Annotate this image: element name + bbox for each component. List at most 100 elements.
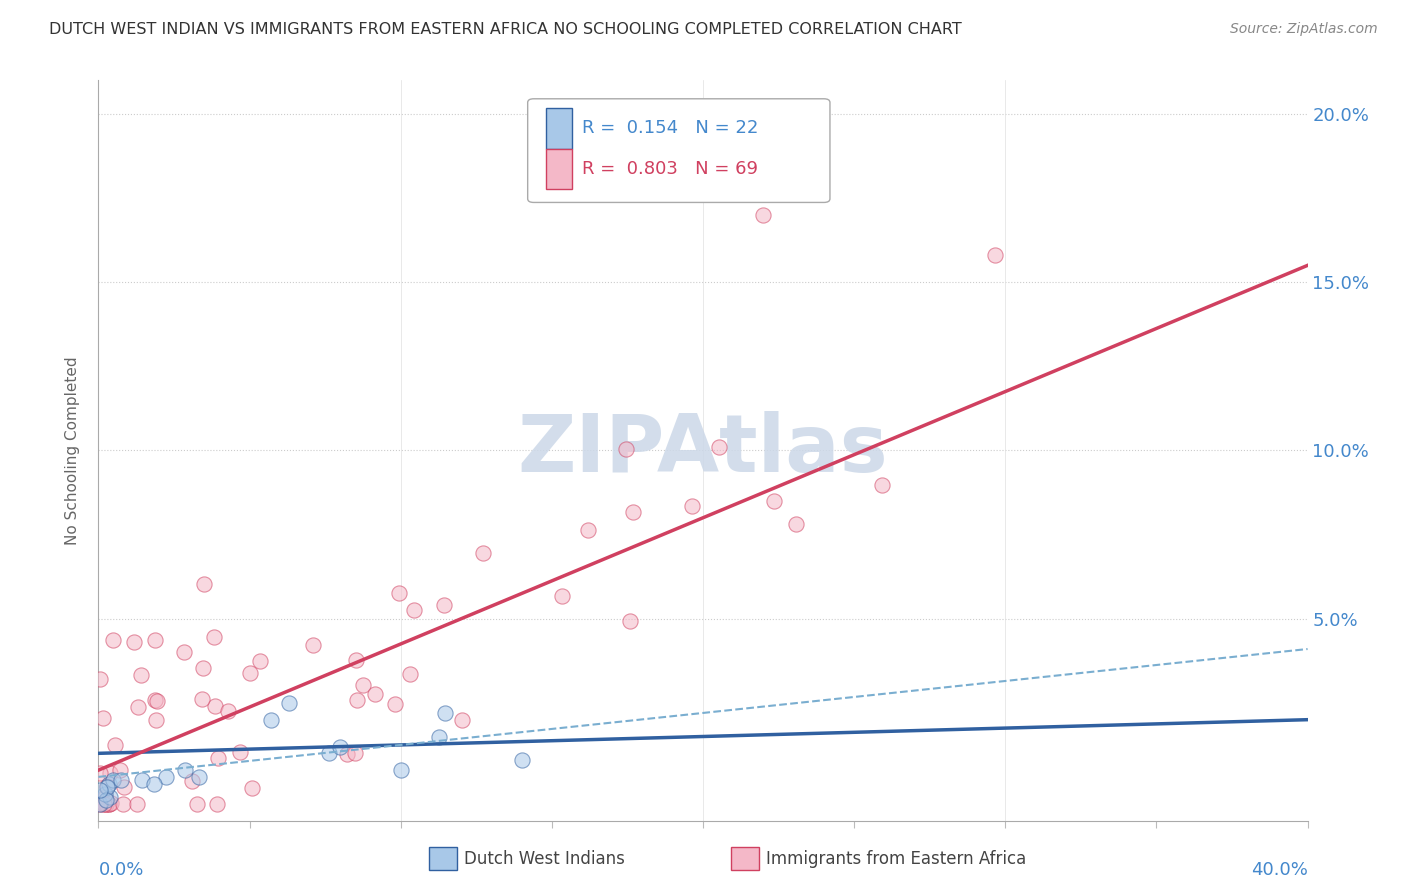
- Text: 0.0%: 0.0%: [98, 861, 143, 879]
- Point: [433, 706, 456, 720]
- Point: [240, 780, 263, 795]
- Point: [173, 645, 195, 659]
- Point: [352, 678, 374, 692]
- Point: [108, 763, 131, 777]
- Point: [98, 765, 121, 780]
- Text: Source: ZipAtlas.com: Source: ZipAtlas.com: [1230, 22, 1378, 37]
- Point: [94, 797, 117, 811]
- Point: [97, 797, 120, 811]
- Point: [112, 780, 135, 795]
- Text: 40.0%: 40.0%: [1251, 861, 1308, 879]
- Point: [681, 499, 703, 513]
- Point: [983, 248, 1005, 262]
- FancyBboxPatch shape: [546, 149, 572, 189]
- Point: [96, 779, 118, 793]
- Point: [127, 699, 149, 714]
- Point: [89, 672, 111, 686]
- Point: [363, 687, 385, 701]
- Point: [389, 763, 412, 777]
- Y-axis label: No Schooling Completed: No Schooling Completed: [65, 356, 80, 545]
- Point: [93, 797, 115, 811]
- Point: [707, 440, 730, 454]
- Point: [103, 773, 125, 788]
- Point: [785, 517, 807, 532]
- Point: [384, 697, 406, 711]
- Point: [155, 770, 177, 784]
- Point: [110, 773, 132, 788]
- Point: [260, 713, 283, 727]
- Point: [98, 790, 121, 805]
- Point: [472, 546, 495, 560]
- Point: [94, 797, 117, 811]
- Point: [621, 504, 644, 518]
- Point: [122, 635, 145, 649]
- Point: [91, 797, 114, 811]
- Point: [752, 208, 775, 222]
- Point: [229, 745, 252, 759]
- FancyBboxPatch shape: [527, 99, 830, 202]
- Point: [249, 654, 271, 668]
- Point: [103, 633, 125, 648]
- Point: [143, 693, 166, 707]
- Point: [89, 797, 111, 811]
- FancyBboxPatch shape: [546, 108, 572, 149]
- Point: [100, 796, 122, 810]
- Point: [202, 630, 225, 644]
- Point: [98, 776, 121, 791]
- Point: [318, 747, 340, 761]
- Point: [388, 586, 411, 600]
- Point: [94, 789, 117, 804]
- Point: [614, 442, 637, 457]
- Point: [131, 773, 153, 788]
- Point: [205, 797, 228, 811]
- Point: [550, 590, 572, 604]
- Point: [329, 739, 352, 754]
- Point: [278, 696, 301, 710]
- Text: ZIPAtlas: ZIPAtlas: [517, 411, 889, 490]
- Point: [870, 478, 893, 492]
- Point: [346, 693, 368, 707]
- Point: [129, 668, 152, 682]
- Point: [91, 711, 114, 725]
- Point: [89, 783, 111, 797]
- Text: Dutch West Indians: Dutch West Indians: [464, 850, 624, 868]
- Text: R =  0.154   N = 22: R = 0.154 N = 22: [582, 120, 758, 137]
- Point: [104, 738, 127, 752]
- Point: [112, 797, 135, 811]
- Point: [336, 747, 359, 761]
- Point: [174, 763, 197, 777]
- Point: [186, 797, 208, 811]
- Point: [433, 599, 456, 613]
- Point: [190, 692, 212, 706]
- Point: [89, 797, 111, 811]
- Point: [217, 705, 239, 719]
- Point: [89, 766, 111, 780]
- Point: [145, 694, 167, 708]
- Point: [187, 770, 209, 784]
- Point: [181, 773, 204, 788]
- Point: [145, 713, 167, 727]
- Point: [143, 633, 166, 648]
- Point: [98, 797, 121, 811]
- Point: [204, 699, 226, 714]
- Point: [239, 666, 262, 681]
- Point: [127, 797, 149, 811]
- Point: [344, 653, 367, 667]
- Point: [193, 577, 215, 591]
- Point: [763, 494, 786, 508]
- Point: [207, 751, 229, 765]
- Point: [404, 603, 426, 617]
- Point: [576, 523, 599, 537]
- Point: [96, 780, 118, 794]
- Point: [191, 660, 214, 674]
- Text: Immigrants from Eastern Africa: Immigrants from Eastern Africa: [766, 850, 1026, 868]
- Text: R =  0.803   N = 69: R = 0.803 N = 69: [582, 161, 758, 178]
- Point: [94, 787, 117, 801]
- Point: [450, 713, 472, 727]
- Text: DUTCH WEST INDIAN VS IMMIGRANTS FROM EASTERN AFRICA NO SCHOOLING COMPLETED CORRE: DUTCH WEST INDIAN VS IMMIGRANTS FROM EAS…: [49, 22, 962, 37]
- Point: [301, 638, 323, 652]
- Point: [142, 776, 165, 791]
- Point: [399, 667, 422, 681]
- Point: [94, 793, 117, 807]
- Point: [619, 614, 641, 628]
